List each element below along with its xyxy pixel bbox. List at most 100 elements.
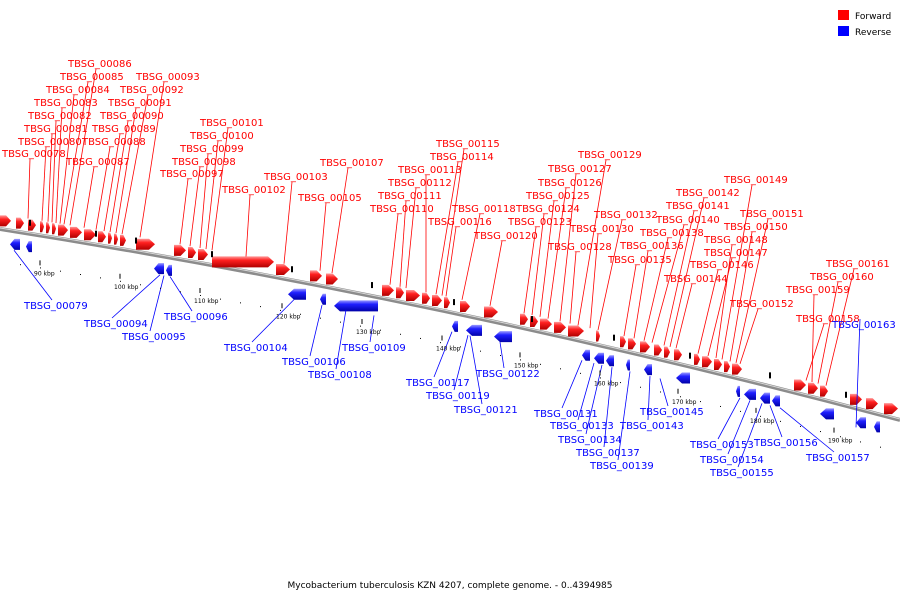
forward-gene-arrow[interactable] xyxy=(406,289,420,301)
forward-gene-label[interactable]: TBSG_00078 xyxy=(1,149,66,160)
reverse-gene-arrow[interactable] xyxy=(594,352,604,364)
forward-gene-label[interactable]: TBSG_00085 xyxy=(59,72,124,83)
reverse-gene-arrow[interactable] xyxy=(874,421,880,433)
reverse-gene-arrow[interactable] xyxy=(452,320,458,332)
forward-gene-label[interactable]: TBSG_00150 xyxy=(723,222,788,233)
forward-gene-label[interactable]: TBSG_00112 xyxy=(387,178,452,189)
forward-gene-label[interactable]: TBSG_00113 xyxy=(397,165,462,176)
forward-gene-arrow[interactable] xyxy=(702,356,712,368)
forward-gene-arrow[interactable] xyxy=(70,226,82,238)
forward-gene-arrow[interactable] xyxy=(520,313,528,325)
forward-gene-label[interactable]: TBSG_00128 xyxy=(547,242,612,253)
forward-gene-arrow[interactable] xyxy=(382,284,394,296)
reverse-gene-label[interactable]: TBSG_00143 xyxy=(619,421,684,432)
forward-gene-label[interactable]: TBSG_00140 xyxy=(655,215,720,226)
forward-gene-label[interactable]: TBSG_00135 xyxy=(607,255,672,266)
forward-gene-arrow[interactable] xyxy=(114,233,118,245)
forward-gene-arrow[interactable] xyxy=(664,346,670,358)
forward-gene-arrow[interactable] xyxy=(540,318,552,330)
forward-gene-label[interactable]: TBSG_00098 xyxy=(171,157,236,168)
forward-gene-label[interactable]: TBSG_00107 xyxy=(319,158,384,169)
forward-gene-label[interactable]: TBSG_00147 xyxy=(703,248,768,259)
forward-gene-arrow[interactable] xyxy=(58,224,68,236)
reverse-gene-label[interactable]: TBSG_00106 xyxy=(281,357,346,368)
reverse-gene-arrow[interactable] xyxy=(744,388,756,400)
reverse-gene-label[interactable]: TBSG_00156 xyxy=(753,438,818,449)
forward-gene-label[interactable]: TBSG_00090 xyxy=(99,111,164,122)
forward-gene-arrow[interactable] xyxy=(98,231,106,243)
forward-gene-arrow[interactable] xyxy=(84,229,96,241)
forward-gene-arrow[interactable] xyxy=(620,336,626,348)
forward-gene-arrow[interactable] xyxy=(794,379,806,391)
forward-gene-label[interactable]: TBSG_00110 xyxy=(369,204,434,215)
reverse-gene-arrow[interactable] xyxy=(856,417,866,429)
forward-gene-label[interactable]: TBSG_00103 xyxy=(263,172,328,183)
forward-gene-label[interactable]: TBSG_00144 xyxy=(663,274,728,285)
forward-gene-label[interactable]: TBSG_00118 xyxy=(451,204,516,215)
forward-gene-arrow[interactable] xyxy=(310,270,322,282)
forward-gene-label[interactable]: TBSG_00161 xyxy=(825,259,890,270)
forward-gene-label[interactable]: TBSG_00083 xyxy=(33,98,98,109)
reverse-gene-arrow[interactable] xyxy=(606,355,614,367)
forward-gene-label[interactable]: TBSG_00132 xyxy=(593,210,658,221)
forward-gene-label[interactable]: TBSG_00130 xyxy=(569,224,634,235)
forward-gene-arrow[interactable] xyxy=(640,341,650,353)
forward-gene-label[interactable]: TBSG_00149 xyxy=(723,175,788,186)
forward-gene-arrow[interactable] xyxy=(884,403,898,415)
forward-gene-arrow[interactable] xyxy=(136,238,155,250)
forward-gene-label[interactable]: TBSG_00105 xyxy=(297,193,362,204)
forward-gene-label[interactable]: TBSG_00084 xyxy=(45,85,110,96)
reverse-gene-arrow[interactable] xyxy=(626,359,630,371)
forward-gene-label[interactable]: TBSG_00111 xyxy=(377,191,442,202)
forward-gene-label[interactable]: TBSG_00100 xyxy=(189,131,254,142)
forward-gene-arrow[interactable] xyxy=(568,325,584,337)
forward-gene-label[interactable]: TBSG_00123 xyxy=(507,217,572,228)
forward-gene-arrow[interactable] xyxy=(808,382,818,394)
forward-gene-arrow[interactable] xyxy=(674,349,682,361)
forward-gene-label[interactable]: TBSG_00129 xyxy=(577,150,642,161)
forward-gene-label[interactable]: TBSG_00146 xyxy=(689,260,754,271)
forward-gene-label[interactable]: TBSG_00091 xyxy=(107,98,172,109)
reverse-gene-label[interactable]: TBSG_00119 xyxy=(425,391,490,402)
forward-gene-label[interactable]: TBSG_00138 xyxy=(639,228,704,239)
forward-gene-arrow[interactable] xyxy=(52,223,56,235)
reverse-gene-arrow[interactable] xyxy=(644,364,652,376)
forward-gene-arrow[interactable] xyxy=(724,361,730,373)
reverse-gene-label[interactable]: TBSG_00079 xyxy=(23,301,88,312)
reverse-gene-arrow[interactable] xyxy=(772,395,780,407)
reverse-gene-label[interactable]: TBSG_00117 xyxy=(405,378,470,389)
forward-gene-arrow[interactable] xyxy=(714,358,722,370)
forward-gene-label[interactable]: TBSG_00102 xyxy=(221,185,286,196)
forward-gene-label[interactable]: TBSG_00159 xyxy=(785,285,850,296)
forward-gene-label[interactable]: TBSG_00116 xyxy=(427,217,492,228)
forward-gene-arrow[interactable] xyxy=(850,393,862,405)
reverse-gene-arrow[interactable] xyxy=(820,408,834,420)
forward-gene-arrow[interactable] xyxy=(554,321,566,333)
forward-gene-label[interactable]: TBSG_00125 xyxy=(525,191,590,202)
forward-gene-label[interactable]: TBSG_00115 xyxy=(435,139,500,150)
forward-gene-arrow[interactable] xyxy=(396,287,404,299)
forward-gene-arrow[interactable] xyxy=(40,221,44,233)
forward-gene-label[interactable]: TBSG_00089 xyxy=(91,124,156,135)
forward-gene-label[interactable]: TBSG_00126 xyxy=(537,178,602,189)
forward-gene-label[interactable]: TBSG_00158 xyxy=(795,314,860,325)
forward-gene-arrow[interactable] xyxy=(596,330,600,342)
forward-gene-label[interactable]: TBSG_00088 xyxy=(81,137,146,148)
reverse-gene-arrow[interactable] xyxy=(736,385,740,397)
forward-gene-label[interactable]: TBSG_00082 xyxy=(27,111,92,122)
forward-gene-arrow[interactable] xyxy=(326,273,338,285)
forward-gene-arrow[interactable] xyxy=(46,222,50,234)
forward-gene-arrow[interactable] xyxy=(16,217,24,229)
reverse-gene-label[interactable]: TBSG_00095 xyxy=(121,332,186,343)
forward-gene-label[interactable]: TBSG_00097 xyxy=(159,169,224,180)
forward-gene-label[interactable]: TBSG_00148 xyxy=(703,235,768,246)
forward-gene-arrow[interactable] xyxy=(654,344,662,356)
reverse-gene-arrow[interactable] xyxy=(676,372,690,384)
forward-gene-label[interactable]: TBSG_00092 xyxy=(119,85,184,96)
forward-gene-arrow[interactable] xyxy=(198,249,208,261)
reverse-gene-arrow[interactable] xyxy=(334,300,378,312)
reverse-gene-arrow[interactable] xyxy=(760,392,770,404)
forward-gene-arrow[interactable] xyxy=(174,244,186,256)
reverse-gene-label[interactable]: TBSG_00108 xyxy=(307,370,372,381)
reverse-gene-label[interactable]: TBSG_00122 xyxy=(475,369,540,380)
